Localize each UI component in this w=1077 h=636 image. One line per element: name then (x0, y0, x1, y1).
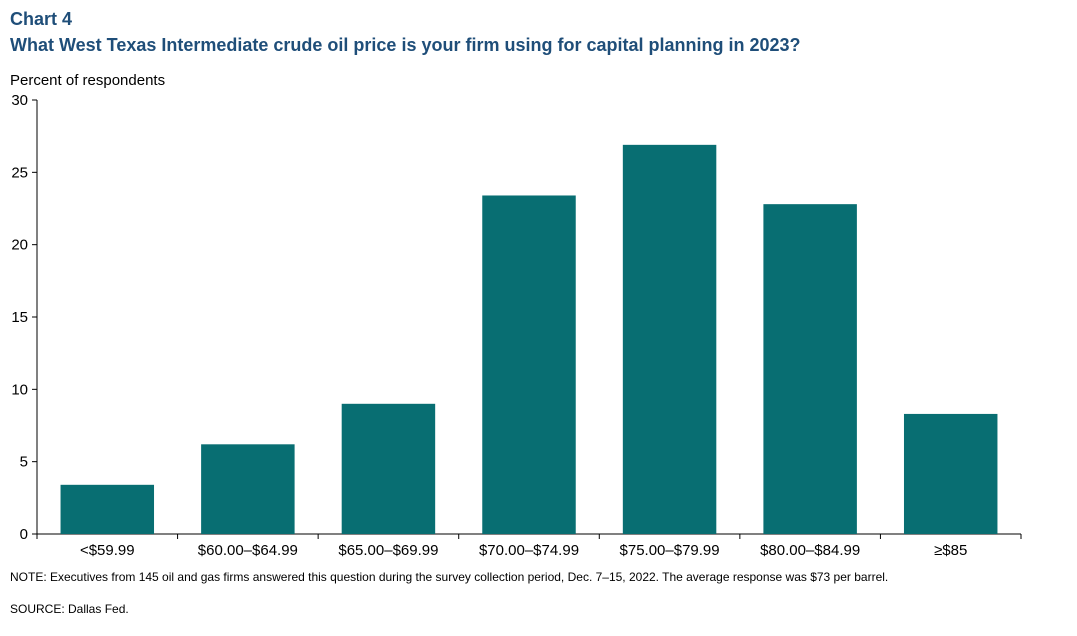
bar (341, 403, 436, 534)
y-tick-label: 10 (11, 381, 28, 398)
chart-number: Chart 4 (10, 9, 73, 29)
bar-chart: 0 5 10 15 20 25 30 <$59.99 $60.00–$64.99 $65.00–$… (11, 92, 1022, 559)
y-tick-label: 15 (11, 309, 28, 326)
bar (622, 144, 717, 534)
y-tick-label: 25 (11, 164, 28, 181)
x-tick-label: $75.00–$79.99 (620, 542, 720, 559)
bar (201, 444, 295, 534)
chart-title: What West Texas Intermediate crude oil p… (10, 35, 801, 55)
bar (903, 413, 998, 534)
footnote: NOTE: Executives from 145 oil and gas fi… (10, 570, 889, 584)
bar (60, 484, 155, 534)
bar (763, 204, 857, 534)
y-tick-label: 5 (20, 454, 28, 471)
x-tick-label: $65.00–$69.99 (338, 542, 438, 559)
x-tick-label: $80.00–$84.99 (760, 542, 860, 559)
y-tick-label: 20 (11, 237, 28, 254)
y-tick-label: 30 (11, 92, 28, 109)
bar (482, 195, 576, 535)
x-tick-label: ≥$85 (934, 542, 967, 559)
source-note: SOURCE: Dallas Fed. (10, 602, 129, 616)
y-axis-label: Percent of respondents (10, 72, 166, 89)
x-tick-label: $60.00–$64.99 (198, 542, 298, 559)
y-tick-label: 0 (20, 526, 28, 543)
x-tick-label: <$59.99 (80, 542, 135, 559)
x-tick-label: $70.00–$74.99 (479, 542, 579, 559)
